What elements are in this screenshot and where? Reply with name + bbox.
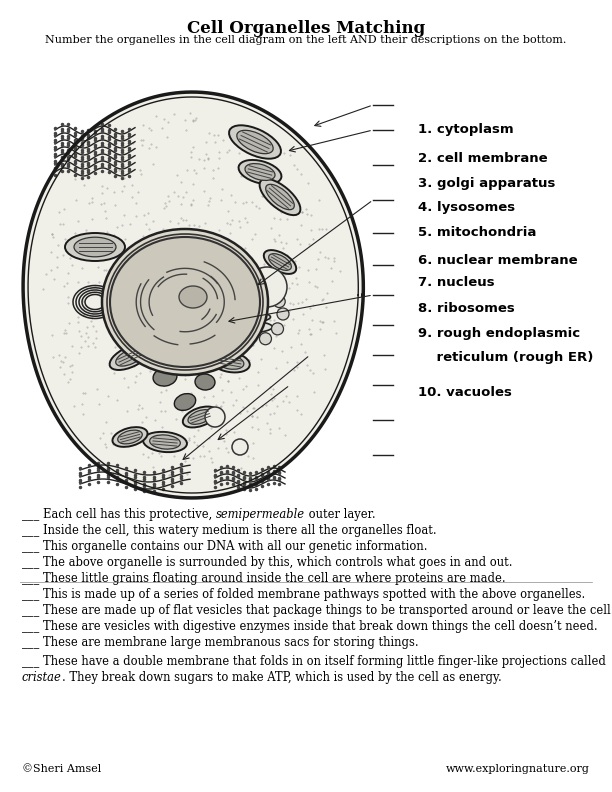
Text: These little grains floating around inside the cell are where proteins are made.: These little grains floating around insi…	[43, 572, 506, 585]
Circle shape	[247, 267, 287, 307]
Text: 7. nucleus: 7. nucleus	[418, 276, 494, 290]
Text: . They break down sugars to make ATP, which is used by the cell as energy.: . They break down sugars to make ATP, wh…	[62, 671, 501, 684]
Text: outer layer.: outer layer.	[305, 508, 376, 521]
Text: ___: ___	[22, 604, 39, 617]
Text: These are vesicles with digestive enzymes inside that break down things the cell: These are vesicles with digestive enzyme…	[43, 620, 598, 633]
Text: 10. vacuoles: 10. vacuoles	[418, 386, 512, 399]
Ellipse shape	[150, 435, 181, 449]
Text: These are membrane large membranous sacs for storing things.: These are membrane large membranous sacs…	[43, 636, 419, 649]
Text: 1. cytoplasm: 1. cytoplasm	[418, 124, 513, 136]
Text: Inside the cell, this watery medium is there all the organelles float.: Inside the cell, this watery medium is t…	[43, 524, 436, 537]
Text: ___: ___	[22, 524, 39, 537]
Ellipse shape	[200, 310, 271, 324]
Ellipse shape	[259, 179, 300, 215]
Ellipse shape	[65, 233, 125, 261]
Ellipse shape	[153, 368, 177, 386]
Ellipse shape	[245, 164, 275, 181]
Circle shape	[232, 439, 248, 455]
Ellipse shape	[229, 125, 281, 158]
Text: Each cell has this protective,: Each cell has this protective,	[43, 508, 216, 521]
Ellipse shape	[118, 430, 142, 444]
Text: 6. nuclear membrane: 6. nuclear membrane	[418, 253, 578, 266]
Text: cristae: cristae	[22, 671, 62, 684]
Text: 4. lysosomes: 4. lysosomes	[418, 201, 515, 215]
Text: ___: ___	[22, 636, 39, 649]
Ellipse shape	[237, 131, 273, 154]
Text: ___: ___	[22, 556, 39, 569]
Circle shape	[272, 323, 283, 335]
Text: semipermeable: semipermeable	[216, 508, 305, 521]
Ellipse shape	[110, 344, 151, 370]
Ellipse shape	[102, 229, 268, 375]
Text: This is made up of a series of folded membrane pathways spotted with the above o: This is made up of a series of folded me…	[43, 588, 585, 601]
Text: 9. rough endoplasmic: 9. rough endoplasmic	[418, 326, 580, 340]
Ellipse shape	[183, 406, 217, 428]
Ellipse shape	[206, 281, 264, 293]
Circle shape	[191, 243, 199, 251]
Circle shape	[205, 407, 225, 427]
Text: ___: ___	[22, 508, 39, 521]
Ellipse shape	[266, 185, 294, 210]
Ellipse shape	[113, 427, 147, 447]
Ellipse shape	[107, 234, 263, 370]
Ellipse shape	[143, 432, 187, 452]
Ellipse shape	[195, 374, 215, 390]
Ellipse shape	[264, 250, 296, 274]
Ellipse shape	[207, 271, 263, 283]
Circle shape	[259, 333, 272, 345]
Text: ___: ___	[22, 540, 39, 553]
Circle shape	[273, 295, 285, 307]
Text: 5. mitochondria: 5. mitochondria	[418, 227, 536, 239]
Ellipse shape	[239, 160, 282, 184]
Text: Number the organelles in the cell diagram on the left AND their descriptions on : Number the organelles in the cell diagra…	[45, 35, 567, 45]
Ellipse shape	[216, 355, 244, 369]
Ellipse shape	[174, 394, 196, 410]
Text: 3. golgi apparatus: 3. golgi apparatus	[418, 177, 555, 189]
Polygon shape	[23, 92, 364, 498]
Ellipse shape	[211, 352, 250, 372]
Text: ___: ___	[22, 620, 39, 633]
Ellipse shape	[269, 253, 291, 270]
Text: This organelle contains our DNA with all our genetic information.: This organelle contains our DNA with all…	[43, 540, 428, 553]
Ellipse shape	[201, 300, 269, 314]
Text: 2. cell membrane: 2. cell membrane	[418, 151, 548, 165]
Circle shape	[172, 241, 178, 247]
Text: reticulum (rough ER): reticulum (rough ER)	[418, 352, 594, 364]
Ellipse shape	[116, 348, 144, 366]
Text: 8. ribosomes: 8. ribosomes	[418, 302, 515, 314]
Text: Cell Organelles Matching: Cell Organelles Matching	[187, 20, 425, 37]
Text: ___: ___	[22, 572, 39, 585]
Text: These are made up of flat vesicles that package things to be transported around : These are made up of flat vesicles that …	[43, 604, 612, 617]
Ellipse shape	[179, 286, 207, 308]
Circle shape	[277, 308, 289, 320]
Ellipse shape	[74, 237, 116, 257]
Text: ___: ___	[22, 655, 39, 668]
Text: These have a double membrane that folds in on itself forming little finger-like : These have a double membrane that folds …	[43, 655, 606, 668]
Text: ©Sheri Amsel: ©Sheri Amsel	[22, 764, 101, 774]
Ellipse shape	[188, 409, 212, 425]
Circle shape	[175, 232, 185, 242]
Ellipse shape	[110, 237, 260, 367]
Ellipse shape	[158, 323, 182, 341]
Text: The above organelle is surrounded by this, which controls what goes in and out.: The above organelle is surrounded by thi…	[43, 556, 512, 569]
Ellipse shape	[204, 291, 266, 303]
Ellipse shape	[198, 320, 272, 334]
Text: www.exploringnature.org: www.exploringnature.org	[446, 764, 590, 774]
Text: ___: ___	[22, 588, 39, 601]
